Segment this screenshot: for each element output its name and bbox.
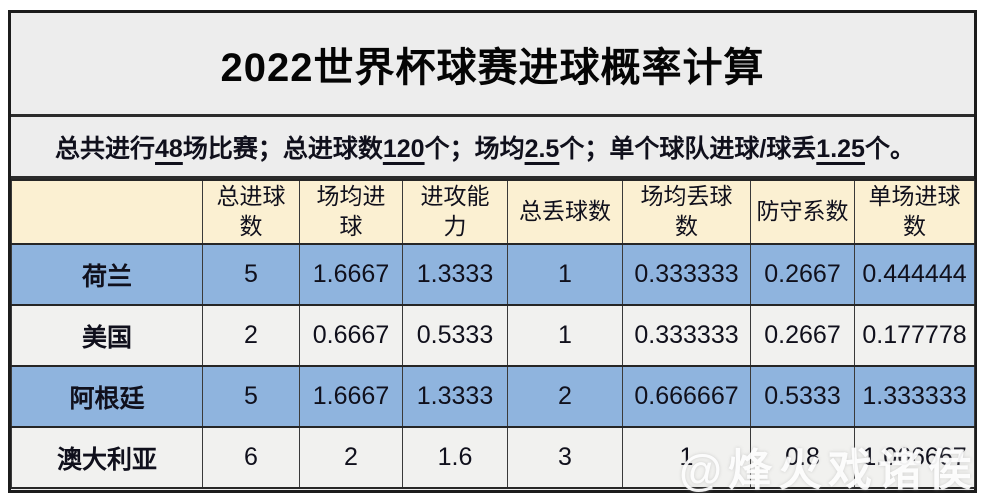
value-cell: 0.5333 — [750, 365, 855, 428]
value-cell: 0.2667 — [750, 304, 855, 367]
value-cell: 3 — [507, 426, 623, 489]
stat-number: 1.25 — [816, 134, 865, 163]
value-cell: 0.6667 — [299, 304, 403, 367]
table-row: 阿根廷 5 1.6667 1.3333 2 0.666667 0.5333 1.333333 — [11, 365, 975, 428]
column-header: 进攻能 力 — [402, 179, 508, 245]
table-row: 荷兰 5 1.6667 1.3333 1 0.333333 0.2667 0.444444 — [11, 243, 975, 306]
team-name-cell: 阿根廷 — [11, 365, 203, 428]
value-cell: 1 — [507, 243, 623, 306]
value-cell: 1.3333 — [402, 243, 508, 306]
table-row: 美国 2 0.6667 0.5333 1 0.333333 0.2667 0.177778 — [11, 304, 975, 367]
value-cell: 1.6667 — [299, 243, 403, 306]
spreadsheet-panel: 2022世界杯球赛进球概率计算 总共进行48场比赛；总进球数120个；场均2.5… — [8, 10, 977, 495]
stat-number: 48 — [155, 134, 183, 163]
value-cell: 0.5333 — [402, 304, 508, 367]
value-cell: 1 — [507, 304, 623, 367]
value-cell: 0.333333 — [622, 304, 751, 367]
team-name-cell: 荷兰 — [11, 243, 203, 306]
value-cell: 0.177778 — [854, 304, 975, 367]
value-cell: 0.333333 — [622, 243, 751, 306]
team-name-cell: 澳大利亚 — [11, 426, 203, 489]
value-cell: 0.444444 — [854, 243, 975, 306]
stat-text: 总共进行 — [55, 134, 156, 163]
stat-text: 场比赛；总进球数 — [182, 134, 383, 163]
summary-stats-line: 总共进行48场比赛；总进球数120个；场均2.5个；单个球队进球/球丢1.25个… — [11, 117, 974, 179]
page-title: 2022世界杯球赛进球概率计算 — [220, 45, 765, 90]
table-row: 澳大利亚 6 2 1.6 3 1 0.8 1.066667 — [11, 426, 975, 489]
column-header: 总进球 数 — [202, 179, 300, 245]
value-cell: 6 — [202, 426, 300, 489]
value-cell: 0.8 — [750, 426, 855, 489]
value-cell: 2 — [299, 426, 403, 489]
value-cell: 1 — [622, 426, 751, 489]
value-cell: 1.6 — [402, 426, 508, 489]
team-name-cell: 美国 — [11, 304, 203, 367]
column-header — [11, 179, 203, 245]
goals-probability-table: 总进球 数场均进 球进攻能 力总丢球数 场均丢球 数防守系数 单场进球 数 荷兰 5 1… — [11, 179, 975, 489]
value-cell: 1.3333 — [402, 365, 508, 428]
column-header: 总丢球数 — [507, 179, 623, 245]
value-cell: 2 — [202, 304, 300, 367]
value-cell: 1.066667 — [854, 426, 975, 489]
column-header: 单场进球 数 — [854, 179, 975, 245]
table-header-row: 总进球 数场均进 球进攻能 力总丢球数 场均丢球 数防守系数 单场进球 数 — [11, 179, 975, 245]
stat-text: 个。 — [864, 134, 915, 163]
value-cell: 1.6667 — [299, 365, 403, 428]
column-header: 场均丢球 数 — [622, 179, 751, 245]
value-cell: 5 — [202, 365, 300, 428]
value-cell: 5 — [202, 243, 300, 306]
value-cell: 0.2667 — [750, 243, 855, 306]
stat-text: 个；单个球队进球/球丢 — [559, 134, 817, 163]
value-cell: 0.666667 — [622, 365, 751, 428]
stat-number: 120 — [382, 134, 425, 163]
summary-stats-text: 总共进行48场比赛；总进球数120个；场均2.5个；单个球队进球/球丢1.25个… — [55, 129, 915, 165]
goals-table-body: 荷兰 5 1.6667 1.3333 1 0.333333 0.2667 0.444444 美国… — [11, 243, 975, 489]
column-header: 防守系数 — [750, 179, 855, 245]
value-cell: 1.333333 — [854, 365, 975, 428]
column-header: 场均进 球 — [299, 179, 403, 245]
title-band: 2022世界杯球赛进球概率计算 — [11, 13, 974, 117]
stat-number: 2.5 — [524, 134, 560, 163]
stat-text: 个；场均 — [424, 134, 525, 163]
value-cell: 2 — [507, 365, 623, 428]
